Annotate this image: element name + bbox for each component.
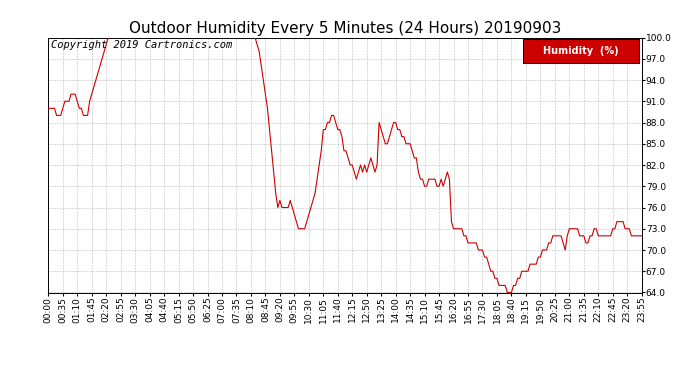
- Title: Outdoor Humidity Every 5 Minutes (24 Hours) 20190903: Outdoor Humidity Every 5 Minutes (24 Hou…: [129, 21, 561, 36]
- FancyBboxPatch shape: [523, 39, 639, 63]
- Text: Copyright 2019 Cartronics.com: Copyright 2019 Cartronics.com: [51, 40, 233, 50]
- Text: Humidity  (%): Humidity (%): [543, 46, 619, 56]
